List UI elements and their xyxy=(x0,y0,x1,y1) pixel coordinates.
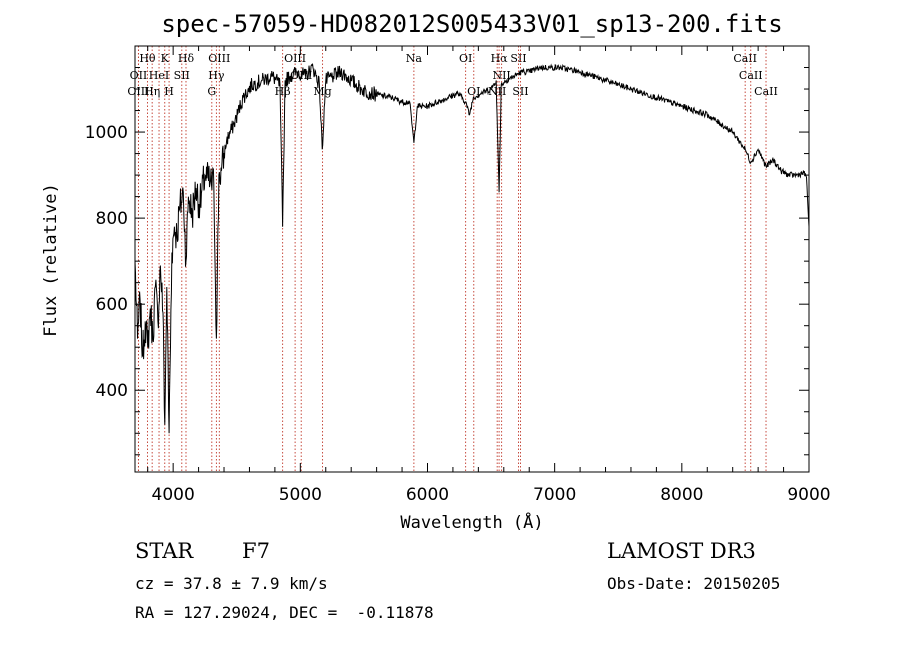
spectral-line-label: OI xyxy=(459,52,472,65)
spectral-line-label: K xyxy=(161,52,170,65)
spectral-line-label: NII xyxy=(488,85,506,98)
x-tick-label: 9000 xyxy=(787,485,830,505)
spectrum-line xyxy=(134,63,810,434)
spectral-line-label: HeI xyxy=(149,69,169,82)
x-tick-label: 6000 xyxy=(406,485,449,505)
x-tick-label: 7000 xyxy=(533,485,576,505)
spectral-line-label: Hη xyxy=(144,85,160,98)
plot-frame xyxy=(134,45,810,473)
object-class: STAR xyxy=(135,539,194,563)
observation-date: Obs-Date: 20150205 xyxy=(607,574,781,593)
spectral-line-label: OIII xyxy=(284,52,306,65)
ra-dec: RA = 127.29024, DEC = -0.11878 xyxy=(135,603,434,622)
x-tick-label: 8000 xyxy=(660,485,703,505)
object-subclass: F7 xyxy=(242,539,270,563)
spectral-line-label: SII xyxy=(512,85,528,98)
spectral-line-label: CaII xyxy=(739,69,763,82)
y-tick-label: 1000 xyxy=(85,123,128,143)
spectral-line-label: SII xyxy=(174,69,190,82)
spectral-line-label: Hβ xyxy=(275,85,291,98)
redshift-velocity: cz = 37.8 ± 7.9 km/s xyxy=(135,574,328,593)
spectral-line-label: G xyxy=(207,85,216,98)
spectral-line-label: Na xyxy=(406,52,423,65)
x-tick-label: 5000 xyxy=(279,485,322,505)
spectral-line-label: Hγ xyxy=(208,69,225,82)
x-axis-label: Wavelength (Å) xyxy=(400,511,543,533)
spectral-line-label: H xyxy=(164,85,174,98)
spectral-line-label: Hθ xyxy=(139,52,156,65)
y-tick-label: 400 xyxy=(96,381,128,401)
y-axis-label: Flux (relative) xyxy=(41,183,61,337)
spectral-line-label: CaII xyxy=(733,52,757,65)
y-tick-label: 600 xyxy=(96,295,128,315)
spectral-line-label: Hδ xyxy=(178,52,195,65)
spectral-line-label: OI xyxy=(467,85,480,98)
chart-title: spec-57059-HD082012S005433V01_sp13-200.f… xyxy=(161,10,782,38)
spectral-line-label: Mg xyxy=(313,85,331,98)
spectral-line-label: CaII xyxy=(754,85,778,98)
spectral-line-label: OIII xyxy=(208,52,230,65)
axis-ticks: 4000 5000 6000 7000 8000 9000 400 600 800 1000 xyxy=(85,46,831,505)
spectral-line-label: Hα xyxy=(491,52,509,65)
spectral-line-label: OIII xyxy=(127,85,149,98)
x-tick-label: 4000 xyxy=(152,485,195,505)
spectral-line-label: SII xyxy=(510,52,526,65)
y-tick-label: 800 xyxy=(96,209,128,229)
survey-name: LAMOST DR3 xyxy=(607,539,756,563)
